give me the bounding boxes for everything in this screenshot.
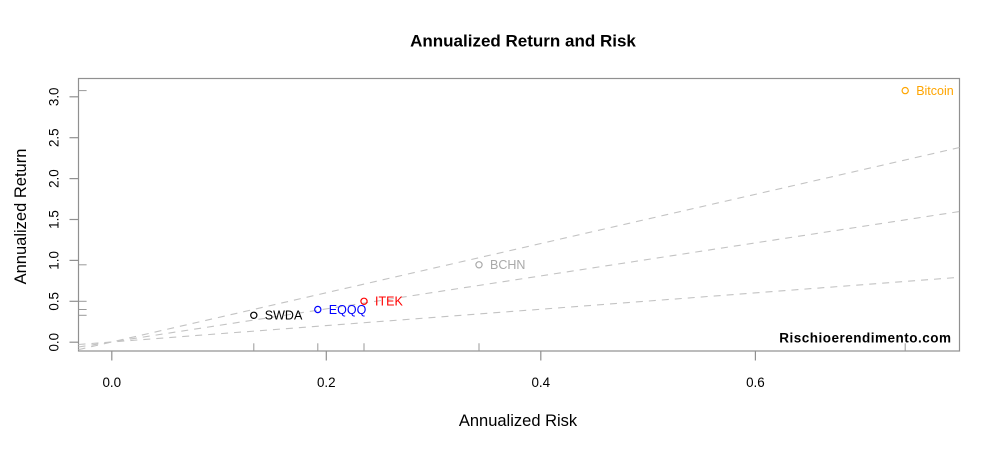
svg-text:BCHN: BCHN: [490, 258, 525, 272]
svg-text:Annualized Return: Annualized Return: [12, 149, 30, 285]
svg-text:EQQQ: EQQQ: [329, 303, 367, 317]
svg-text:1.0: 1.0: [47, 251, 62, 270]
svg-text:1.5: 1.5: [47, 210, 62, 229]
svg-text:3.0: 3.0: [47, 87, 62, 106]
svg-text:0.0: 0.0: [47, 333, 62, 352]
svg-text:Rischioerendimento.com: Rischioerendimento.com: [779, 331, 951, 346]
svg-text:Annualized Risk: Annualized Risk: [459, 412, 578, 430]
svg-text:0.4: 0.4: [531, 375, 550, 390]
svg-text:0.0: 0.0: [102, 375, 121, 390]
svg-text:Annualized Return and Risk: Annualized Return and Risk: [410, 32, 636, 51]
svg-text:Bitcoin: Bitcoin: [916, 84, 954, 98]
svg-text:2.5: 2.5: [47, 128, 62, 147]
svg-text:ITEK: ITEK: [375, 295, 403, 309]
svg-text:0.2: 0.2: [317, 375, 336, 390]
svg-text:2.0: 2.0: [47, 169, 62, 188]
svg-text:0.5: 0.5: [47, 292, 62, 311]
svg-text:SWDA: SWDA: [265, 309, 303, 323]
svg-text:0.6: 0.6: [746, 375, 765, 390]
